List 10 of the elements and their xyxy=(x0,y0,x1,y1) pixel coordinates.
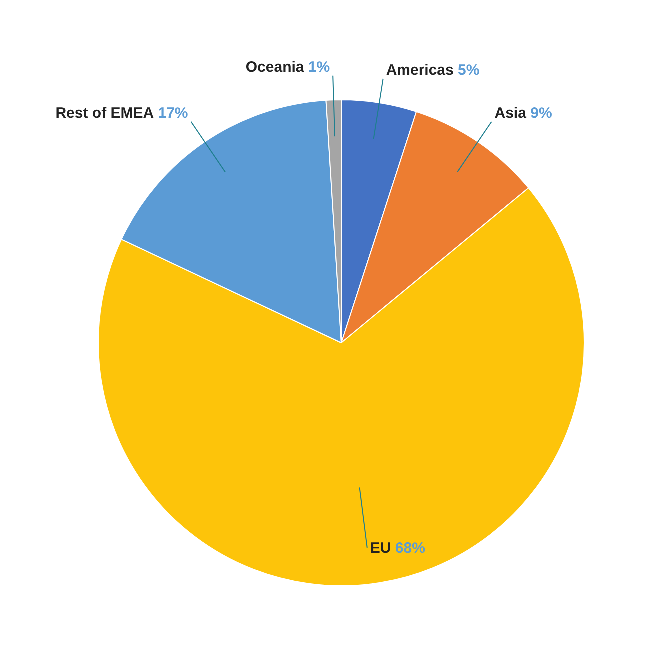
slice-label: Asia xyxy=(494,104,531,122)
slice-label: Oceania xyxy=(246,58,308,76)
slice-label: Rest of EMEA xyxy=(56,104,158,122)
data-label: 68% xyxy=(395,540,426,557)
slice-label: Americas xyxy=(386,62,458,79)
slice-label: EU xyxy=(370,540,396,557)
data-label: 5% xyxy=(458,62,480,79)
data-label: 1% xyxy=(308,58,330,76)
data-label: 9% xyxy=(530,104,552,122)
data-label: 17% xyxy=(158,104,188,122)
